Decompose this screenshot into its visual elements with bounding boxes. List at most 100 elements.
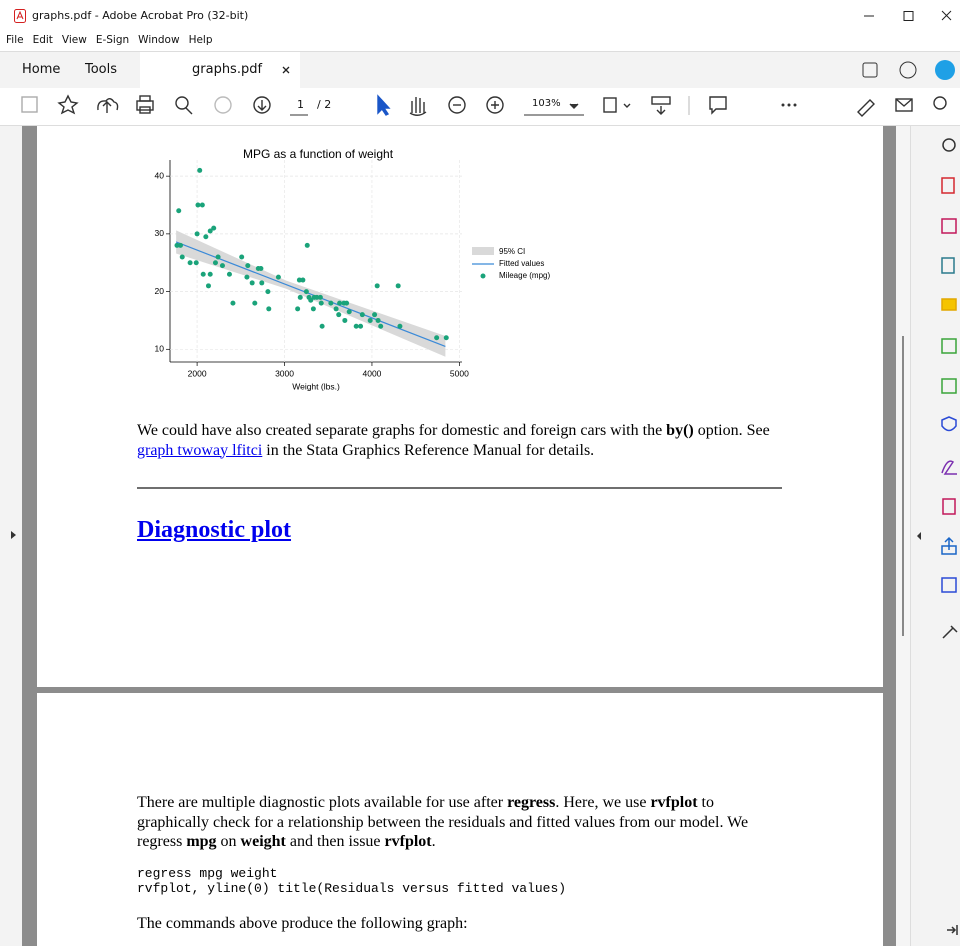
right-panel	[910, 126, 960, 946]
scatter-point	[375, 317, 381, 323]
menu-item[interactable]: File	[6, 34, 24, 46]
y-tick-label: 40	[155, 170, 165, 180]
paragraph: We could have also created separate grap…	[137, 421, 787, 460]
scatter-point	[187, 260, 193, 266]
scatter-point	[300, 277, 306, 283]
scatter-point	[215, 254, 221, 260]
scatter-point	[205, 283, 211, 289]
code-line: regress mpg weight	[137, 866, 278, 881]
menu-item[interactable]: View	[61, 34, 87, 46]
text: to graphically check for a relationship …	[137, 794, 749, 850]
expand-arrow[interactable]	[11, 531, 17, 539]
scatter-point	[195, 202, 201, 208]
scatter-point	[197, 167, 203, 173]
scatter-point	[239, 254, 245, 260]
y-tick-label: 30	[155, 228, 165, 238]
scatter-point	[245, 263, 251, 269]
bold-text: rvfplot	[650, 794, 698, 811]
scatter-point	[207, 228, 213, 234]
tab[interactable]: Home	[22, 62, 61, 77]
scatter-point	[314, 294, 320, 300]
scatter-point	[207, 271, 213, 277]
scatter-point	[252, 300, 258, 306]
tool-icons[interactable]	[911, 126, 960, 946]
page-number[interactable]: 1	[297, 98, 304, 111]
scatter-point	[346, 309, 352, 315]
scatter-point	[342, 317, 348, 323]
scatter-point	[295, 306, 301, 312]
scatter-point	[212, 260, 218, 266]
scatter-point	[395, 283, 401, 289]
title-bar: graphs.pdf - Adobe Acrobat Pro (32-bit)	[0, 0, 960, 32]
scatter-point	[193, 260, 199, 266]
x-tick-label: 4000	[362, 368, 381, 378]
pdf-page	[37, 126, 883, 687]
scatter-point	[226, 271, 232, 277]
menu-item[interactable]: E-Sign	[95, 34, 130, 46]
x-tick-label: 5000	[450, 368, 469, 378]
x-axis-label: Weight (lbs.)	[292, 381, 340, 391]
scatter-point	[359, 312, 365, 318]
legend-swatch	[480, 273, 486, 279]
scatter-point	[258, 266, 264, 272]
legend-label: 95% CI	[499, 247, 525, 256]
scatter-point	[219, 263, 225, 269]
scrollbar[interactable]	[896, 126, 910, 946]
toolbar-icons[interactable]	[0, 88, 960, 125]
tab-close[interactable]	[282, 66, 290, 74]
legend-swatch	[472, 247, 494, 255]
active-tab[interactable]: graphs.pdf	[140, 52, 300, 88]
scatter-point	[318, 300, 324, 306]
menu-item[interactable]: Edit	[32, 34, 53, 46]
scatter-point	[308, 297, 314, 303]
scatter-point	[353, 323, 359, 329]
heading-link[interactable]: Diagnostic plot	[137, 517, 292, 543]
legend-label: Fitted values	[499, 259, 544, 268]
text: We could have also created separate grap…	[137, 422, 667, 439]
bold-text: by()	[666, 422, 694, 439]
scatter-point	[203, 234, 209, 240]
x-tick-label: 3000	[275, 368, 294, 378]
scatter-point	[265, 289, 271, 295]
scatter-point	[336, 312, 342, 318]
y-tick-label: 20	[155, 286, 165, 296]
scatter-point	[211, 225, 217, 231]
tab[interactable]: Tools	[85, 62, 118, 77]
tab-bar: Home Tools graphs.pdf	[0, 51, 960, 89]
bold-text: weight	[240, 833, 286, 850]
scatter-point	[372, 312, 378, 318]
app-icon	[14, 9, 26, 23]
menu-item[interactable]: Help	[188, 34, 213, 46]
scatter-point	[358, 323, 364, 329]
window-controls[interactable]	[850, 8, 960, 24]
scatter-point	[179, 254, 185, 260]
x-tick-label: 2000	[188, 368, 207, 378]
menu-item[interactable]: Window	[138, 34, 180, 46]
scatter-point	[443, 335, 449, 341]
top-icons[interactable]	[860, 60, 960, 82]
link[interactable]: graph twoway lfitci	[137, 441, 263, 459]
scatter-point	[259, 280, 265, 286]
scatter-point	[200, 271, 206, 277]
zoom-level[interactable]: 103%	[532, 98, 561, 109]
scatter-point	[434, 335, 440, 341]
divider	[137, 487, 782, 489]
legend-label: Mileage (mpg)	[499, 271, 550, 280]
scatter-point	[344, 300, 350, 306]
text: . Here, we use	[555, 794, 651, 811]
scatter-point	[194, 231, 200, 237]
pdf-page	[37, 693, 883, 946]
scatter-point	[275, 274, 281, 280]
scatter-point	[296, 277, 302, 283]
bold-text: regress	[507, 794, 556, 811]
paragraph: There are multiple diagnostic plots avai…	[137, 793, 777, 852]
text: on	[216, 833, 241, 850]
scatter-point	[378, 323, 384, 329]
scatter-point	[230, 300, 236, 306]
left-panel	[0, 126, 22, 946]
scatter-point	[317, 294, 323, 300]
code-block: regress mpg weight rvfplot, yline(0) titl…	[137, 866, 566, 896]
scatter-point	[177, 242, 183, 248]
text: .	[431, 833, 436, 850]
